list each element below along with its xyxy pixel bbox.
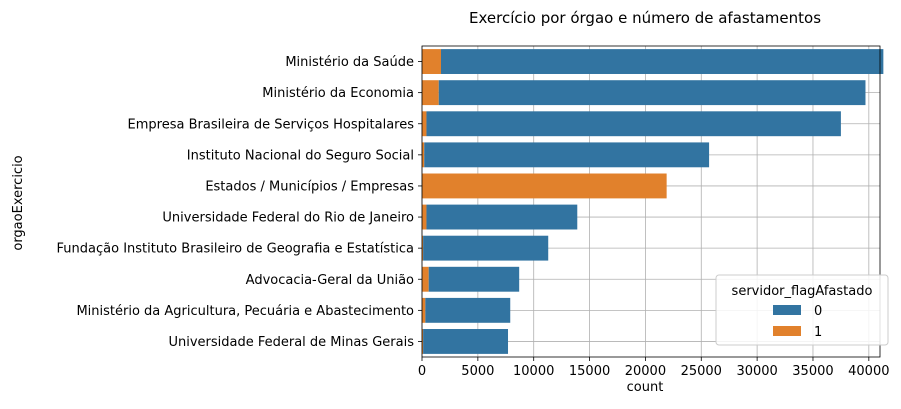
bar-series-1 xyxy=(422,204,427,230)
bar-series-1 xyxy=(422,173,667,199)
x-tick-label: 35000 xyxy=(792,364,833,379)
y-tick-label: Advocacia-Geral da União xyxy=(246,273,414,288)
y-tick-label: Ministério da Saúde xyxy=(285,55,414,70)
bar-series-1 xyxy=(422,142,425,168)
x-tick-label: 10000 xyxy=(513,364,554,379)
plot-frame xyxy=(421,45,881,358)
y-tick-label: Instituto Nacional do Seguro Social xyxy=(187,148,414,163)
y-axis-label: orgaoExercicio xyxy=(11,155,26,250)
legend-swatch-0 xyxy=(773,305,801,315)
legend-swatch-1 xyxy=(773,326,801,336)
x-tick-label: 30000 xyxy=(736,364,777,379)
x-tick-labels: 0 5000 10000 15000 20000 25000 30000 35000 40000 xyxy=(418,357,890,379)
chart-title: Exercício por órgao e número de afastame… xyxy=(469,9,821,27)
legend-label: 0 xyxy=(814,304,822,319)
bar-series-0 xyxy=(424,142,710,168)
bars xyxy=(422,49,884,354)
y-tick-labels: Ministério da Saúde Ministério da Economi… xyxy=(57,55,422,350)
bar-series-1 xyxy=(422,235,424,261)
x-tick-label: 40000 xyxy=(848,364,889,379)
bar-series-0 xyxy=(426,111,841,137)
bar-series-0 xyxy=(423,235,549,261)
bar-series-0 xyxy=(423,329,509,354)
x-tick-label: 5000 xyxy=(461,364,494,379)
y-tick-label: Ministério da Agricultura, Pecuária e Ab… xyxy=(76,304,414,319)
x-tick-label: 25000 xyxy=(681,364,722,379)
legend: servidor_flagAfastado 01 xyxy=(715,274,889,346)
x-tick-label: 20000 xyxy=(625,364,666,379)
bar-series-1 xyxy=(422,111,427,137)
bar-series-1 xyxy=(422,49,441,74)
bar-series-0 xyxy=(438,80,866,106)
x-tick-label: 0 xyxy=(418,364,426,379)
bar-series-1 xyxy=(422,80,439,106)
y-tick-label: Ministério da Economia xyxy=(262,86,414,101)
bar-series-0 xyxy=(428,266,520,292)
bar-series-1 xyxy=(422,266,429,292)
y-tick-label: Empresa Brasileira de Serviços Hospitala… xyxy=(128,117,415,132)
bar-series-1 xyxy=(422,329,424,354)
legend-box xyxy=(715,274,889,346)
bar-series-0 xyxy=(426,204,578,230)
y-tick-label: Universidade Federal de Minas Gerais xyxy=(168,335,414,350)
legend-label: 1 xyxy=(814,325,822,340)
bar-series-0 xyxy=(425,297,511,323)
legend-items: 01 xyxy=(773,304,822,340)
bar-series-0 xyxy=(440,49,884,74)
legend-title: servidor_flagAfastado xyxy=(732,284,873,299)
bar-series-1 xyxy=(422,297,426,323)
y-tick-label: Estados / Municípios / Empresas xyxy=(205,179,414,194)
x-axis-label: count xyxy=(627,380,664,395)
y-tick-label: Universidade Federal do Rio de Janeiro xyxy=(162,211,414,226)
x-tick-label: 15000 xyxy=(569,364,610,379)
y-tick-label: Fundação Instituto Brasileiro de Geograf… xyxy=(57,242,414,257)
